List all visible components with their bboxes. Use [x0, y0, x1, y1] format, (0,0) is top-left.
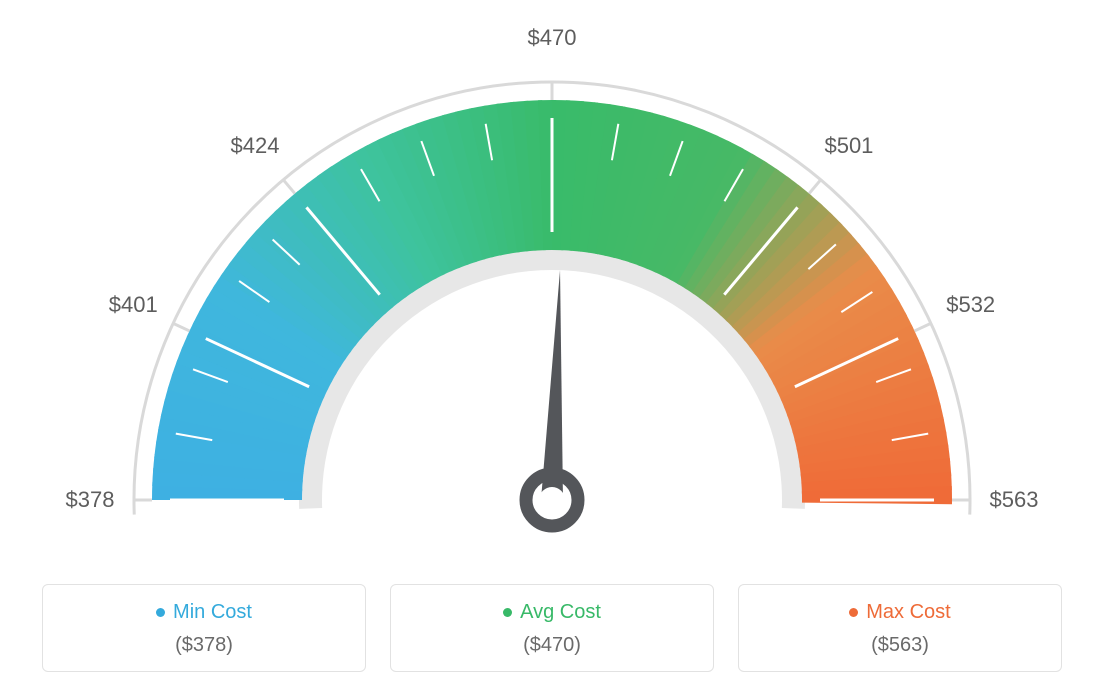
gauge-area: $378 $401 $424 $470 $501 $532 $563	[0, 0, 1104, 560]
gauge-tick-label: $563	[990, 487, 1039, 513]
legend-title-text: Avg Cost	[520, 601, 601, 624]
gauge-tick-label: $378	[66, 487, 115, 513]
gauge-chart-container: $378 $401 $424 $470 $501 $532 $563 Min Cost ($…	[0, 0, 1104, 690]
gauge-tick-label: $532	[946, 292, 995, 318]
legend-value-max: ($563)	[749, 634, 1051, 657]
legend-row: Min Cost ($378) Avg Cost ($470) Max Cost…	[42, 584, 1062, 672]
legend-title-min: Min Cost	[156, 601, 252, 624]
legend-value-avg: ($470)	[401, 634, 703, 657]
legend-title-avg: Avg Cost	[503, 601, 601, 624]
legend-card-max: Max Cost ($563)	[738, 584, 1062, 672]
legend-card-min: Min Cost ($378)	[42, 584, 366, 672]
gauge-tick-label: $470	[528, 25, 577, 51]
gauge-tick-label: $501	[824, 133, 873, 159]
gauge-tick-label: $424	[231, 133, 280, 159]
legend-title-text: Min Cost	[173, 601, 252, 624]
gauge-svg	[0, 0, 1104, 560]
legend-card-avg: Avg Cost ($470)	[390, 584, 714, 672]
dot-icon	[156, 608, 165, 617]
legend-title-text: Max Cost	[866, 601, 950, 624]
dot-icon	[849, 608, 858, 617]
dot-icon	[503, 608, 512, 617]
legend-value-min: ($378)	[53, 634, 355, 657]
gauge-tick-label: $401	[109, 292, 158, 318]
legend-title-max: Max Cost	[849, 601, 950, 624]
